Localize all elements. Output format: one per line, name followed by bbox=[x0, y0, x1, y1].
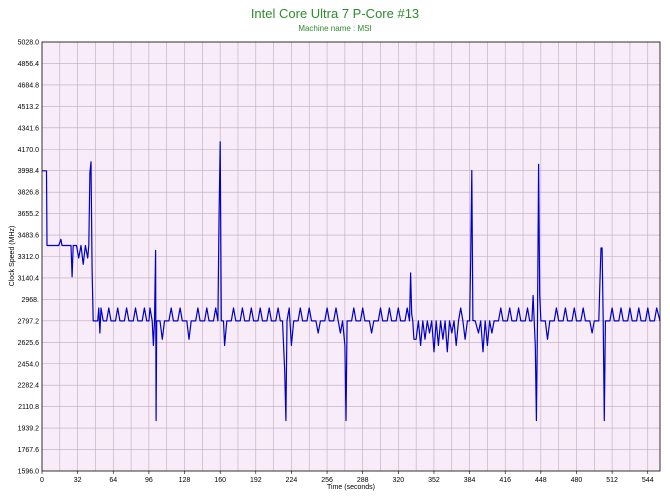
y-tick-label: 2282.4 bbox=[18, 383, 40, 390]
x-tick-label: 480 bbox=[571, 477, 583, 484]
y-tick-label: 4170.0 bbox=[18, 147, 40, 154]
y-tick-label: 3483.6 bbox=[18, 233, 40, 240]
y-tick-label: 3312.0 bbox=[18, 254, 40, 261]
y-tick-label: 1596.0 bbox=[18, 469, 40, 476]
series-line bbox=[42, 141, 661, 422]
x-tick-label: 288 bbox=[357, 477, 369, 484]
x-tick-label: 416 bbox=[499, 477, 511, 484]
y-tick-label: 1939.2 bbox=[18, 426, 40, 433]
x-tick-label: 96 bbox=[145, 477, 153, 484]
y-tick-label: 4856.4 bbox=[18, 61, 40, 68]
x-tick-label: 224 bbox=[286, 477, 298, 484]
x-tick-label: 64 bbox=[109, 477, 117, 484]
y-tick-label: 3826.8 bbox=[18, 190, 40, 197]
chart-title: Intel Core Ultra 7 P-Core #13 bbox=[251, 6, 419, 21]
y-tick-label: 2968. bbox=[21, 297, 39, 304]
y-tick-label: 3655.2 bbox=[18, 211, 40, 218]
y-tick-label: 4513.2 bbox=[18, 104, 40, 111]
x-tick-label: 256 bbox=[321, 477, 333, 484]
x-tick-label: 160 bbox=[214, 477, 226, 484]
x-tick-label: 448 bbox=[535, 477, 547, 484]
x-tick-label: 320 bbox=[392, 477, 404, 484]
y-tick-label: 5028.0 bbox=[18, 40, 40, 47]
chart-subtitle: Machine name : MSI bbox=[298, 24, 371, 33]
x-tick-label: 128 bbox=[179, 477, 191, 484]
y-axis-label: Clock Speed (MHz) bbox=[9, 226, 16, 287]
x-tick-label: 352 bbox=[428, 477, 440, 484]
y-tick-label: 2797.2 bbox=[18, 318, 40, 325]
x-tick-label: 0 bbox=[40, 477, 44, 484]
x-tick-label: 512 bbox=[606, 477, 618, 484]
y-tick-label: 1767.6 bbox=[18, 447, 40, 454]
y-tick-label: 3140.4 bbox=[18, 275, 40, 282]
y-tick-label: 4341.6 bbox=[18, 125, 40, 132]
x-tick-label: 192 bbox=[250, 477, 262, 484]
x-tick-label: 384 bbox=[464, 477, 476, 484]
y-tick-label: 2625.6 bbox=[18, 340, 40, 347]
x-tick-label: 544 bbox=[642, 477, 654, 484]
x-tick-label: 32 bbox=[74, 477, 82, 484]
y-tick-label: 4684.8 bbox=[18, 82, 40, 89]
y-tick-label: 3998.4 bbox=[18, 168, 40, 175]
x-axis-label: Time (seconds) bbox=[327, 484, 375, 491]
plot-area: 1596.0 1767.6 1939.2 2110.8 2282.4 2454.0 2625… bbox=[18, 40, 661, 484]
y-tick-label: 2110.8 bbox=[18, 404, 39, 411]
y-tick-label: 2454.0 bbox=[18, 361, 40, 368]
plot-border bbox=[41, 41, 661, 472]
